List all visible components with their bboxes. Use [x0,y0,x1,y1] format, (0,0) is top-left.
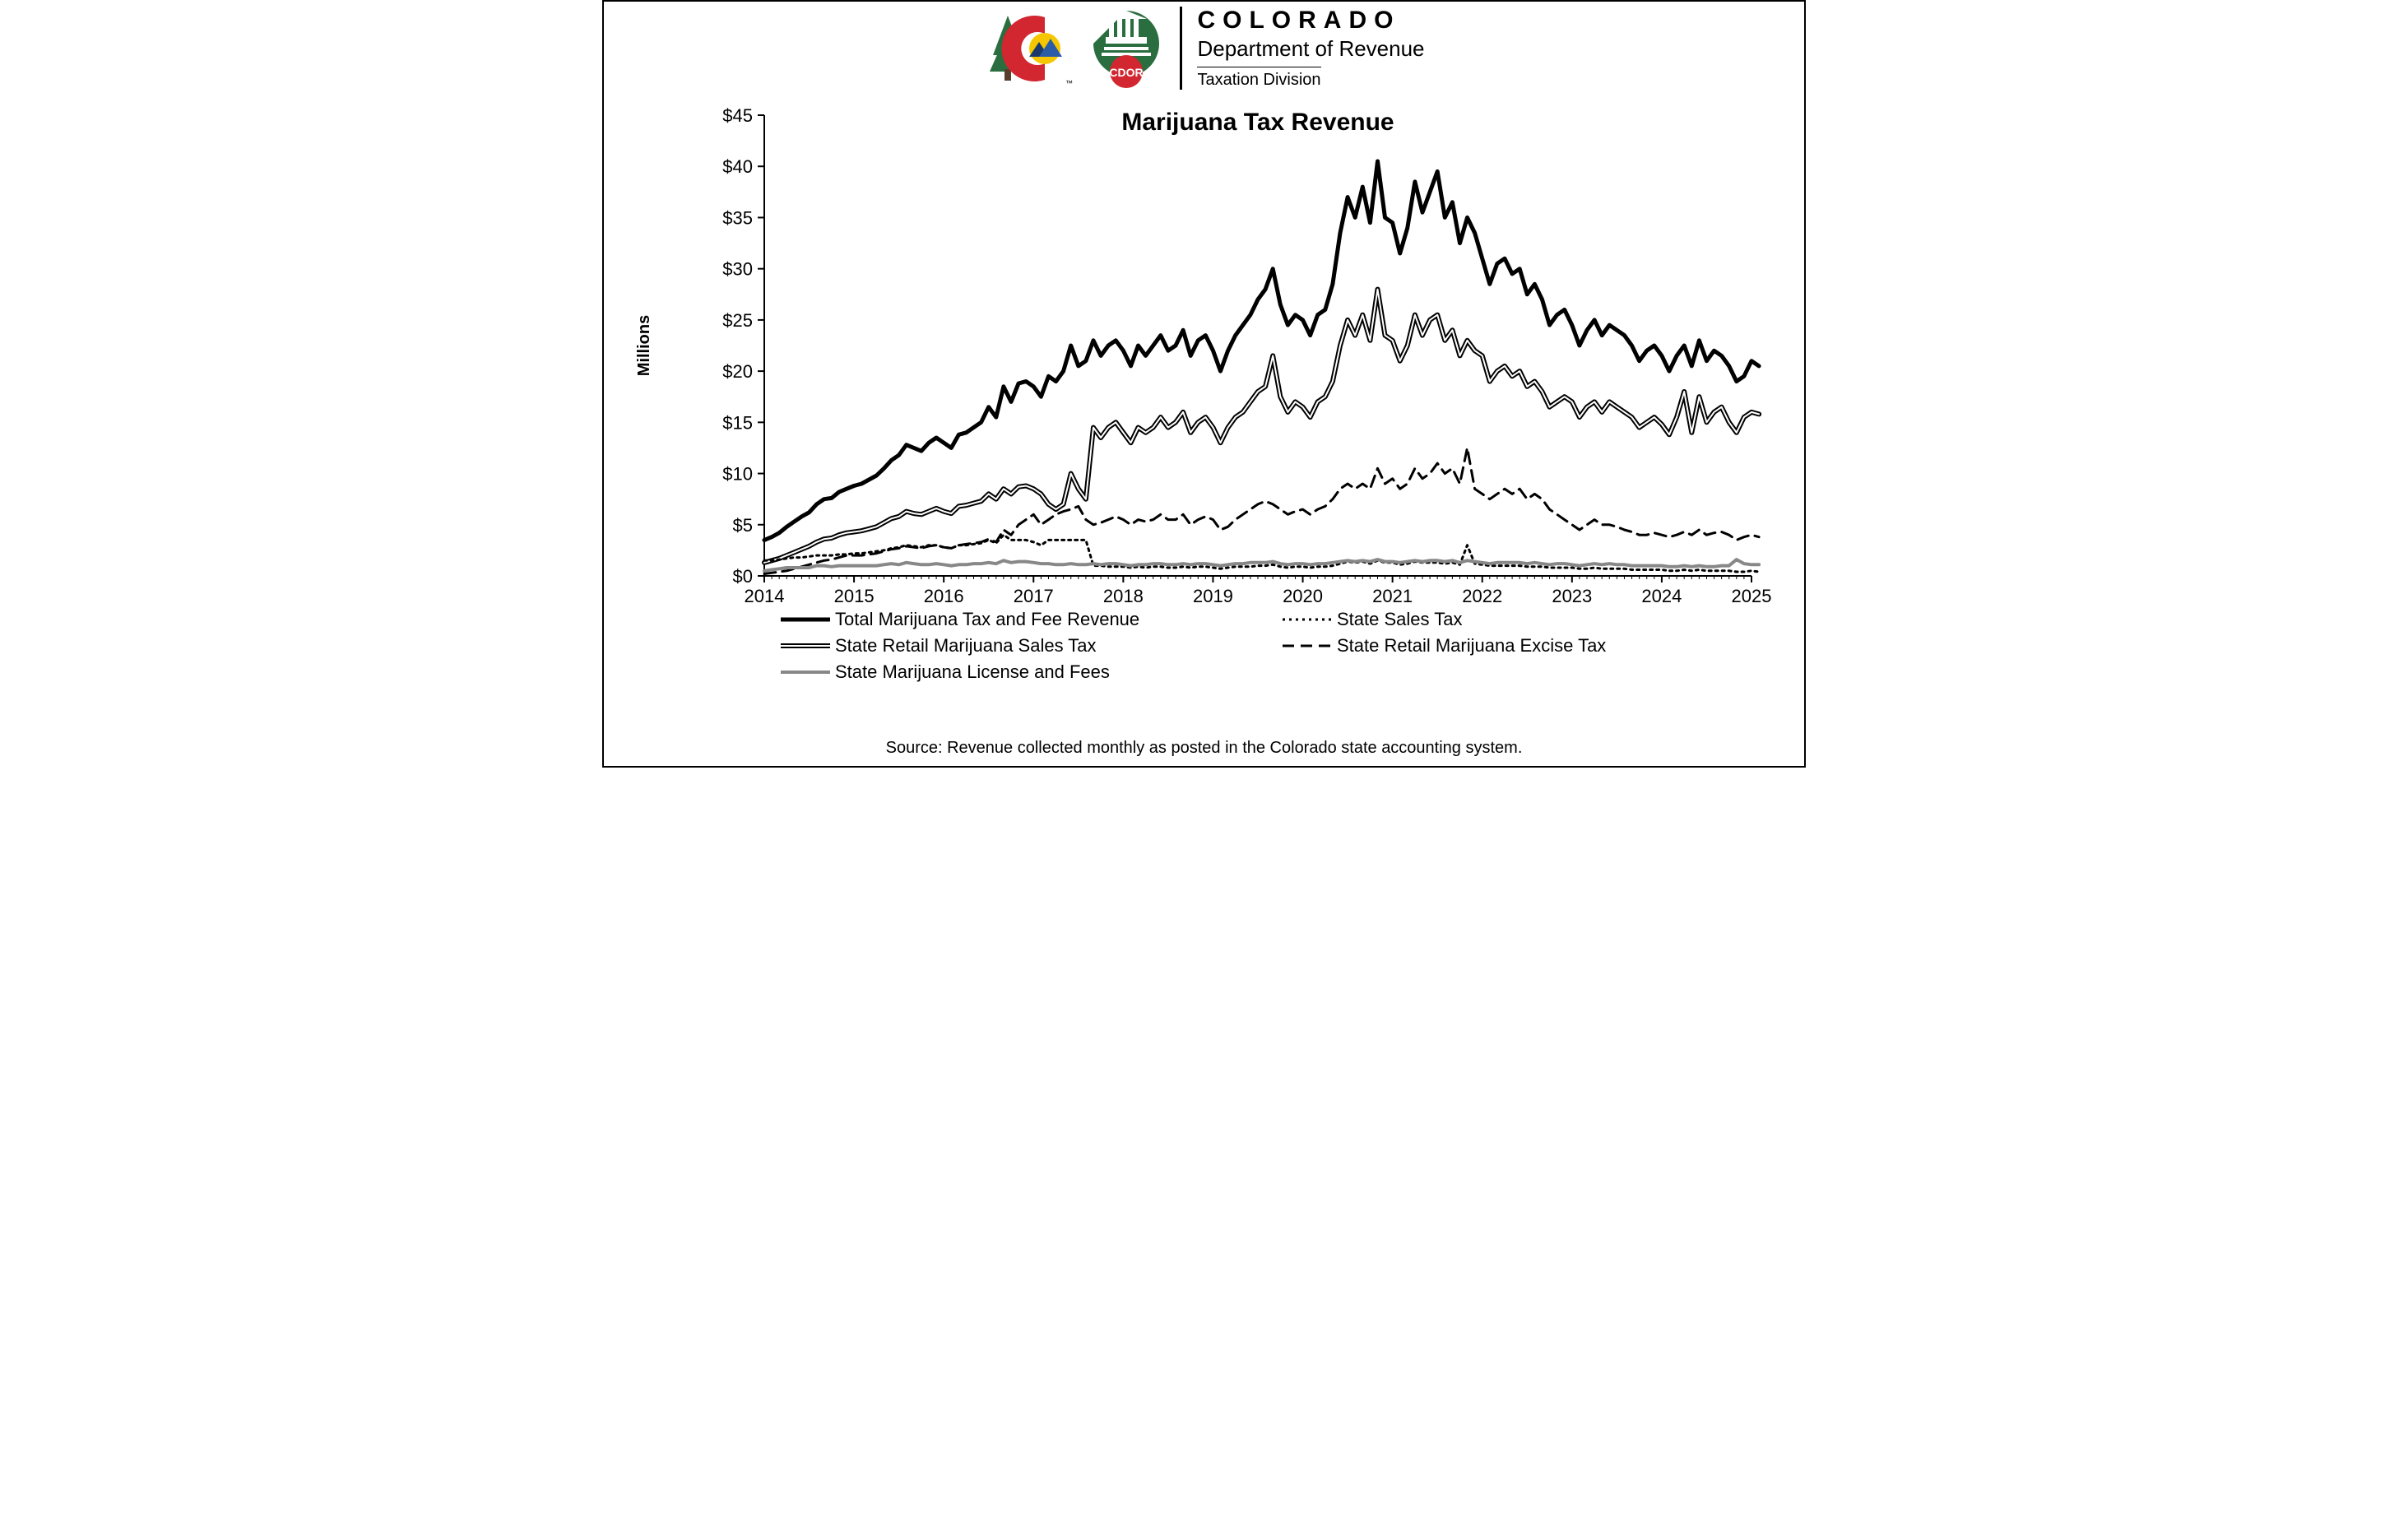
svg-text:2017: 2017 [1014,586,1054,606]
svg-text:$35: $35 [722,207,753,228]
legend-sales_tax: State Sales Tax [1337,609,1462,629]
legend-total: Total Marijuana Tax and Fee Revenue [835,609,1139,629]
svg-text:2021: 2021 [1372,586,1413,606]
legend-retail_sales: State Retail Marijuana Sales Tax [835,635,1097,656]
svg-text:2023: 2023 [1552,586,1592,606]
source-note: Source: Revenue collected monthly as pos… [604,739,1804,758]
revenue-line-chart: Marijuana Tax Revenue Millions $0 $5 $10 $15 $… [620,99,1789,740]
division-name: Taxation Division [1197,67,1320,90]
svg-text:2024: 2024 [1641,586,1682,606]
cdor-label: CDOR [1110,66,1144,79]
department-name: Department of Revenue [1197,36,1424,62]
series-sales_tax [764,535,1759,572]
svg-text:™: ™ [1065,79,1073,87]
legend-license_fees: State Marijuana License and Fees [835,661,1110,682]
header: ™ CDOR COLORADO Department of Revenue Ta… [604,7,1804,97]
cdor-badge-icon: CDOR [1089,7,1163,90]
chart-title: Marijuana Tax Revenue [1121,109,1394,136]
svg-text:$5: $5 [733,515,753,536]
svg-text:2019: 2019 [1193,586,1233,606]
svg-text:2015: 2015 [834,586,875,606]
svg-text:2018: 2018 [1103,586,1144,606]
svg-text:2025: 2025 [1732,586,1772,606]
svg-text:$40: $40 [722,156,753,177]
svg-text:$20: $20 [722,361,753,382]
svg-text:2014: 2014 [745,586,785,606]
svg-text:$0: $0 [733,566,753,587]
header-text: COLORADO Department of Revenue Taxation … [1180,7,1424,90]
svg-text:2020: 2020 [1283,586,1323,606]
svg-text:2022: 2022 [1462,586,1502,606]
svg-text:2016: 2016 [924,586,964,606]
svg-text:$30: $30 [722,259,753,280]
series-retail_sales [764,290,1759,563]
svg-text:$10: $10 [722,464,753,485]
series-total [764,161,1759,540]
chart-frame: ™ CDOR COLORADO Department of Revenue Ta… [602,0,1806,768]
svg-text:$15: $15 [722,412,753,433]
state-name: COLORADO [1197,7,1424,35]
colorado-logo-icon: ™ [983,7,1078,90]
svg-text:$45: $45 [722,105,753,126]
logo-group: ™ CDOR COLORADO Department of Revenue Ta… [983,7,1424,90]
legend-excise: State Retail Marijuana Excise Tax [1337,635,1606,656]
svg-text:$25: $25 [722,310,753,331]
y-axis-label: Millions [635,315,653,376]
